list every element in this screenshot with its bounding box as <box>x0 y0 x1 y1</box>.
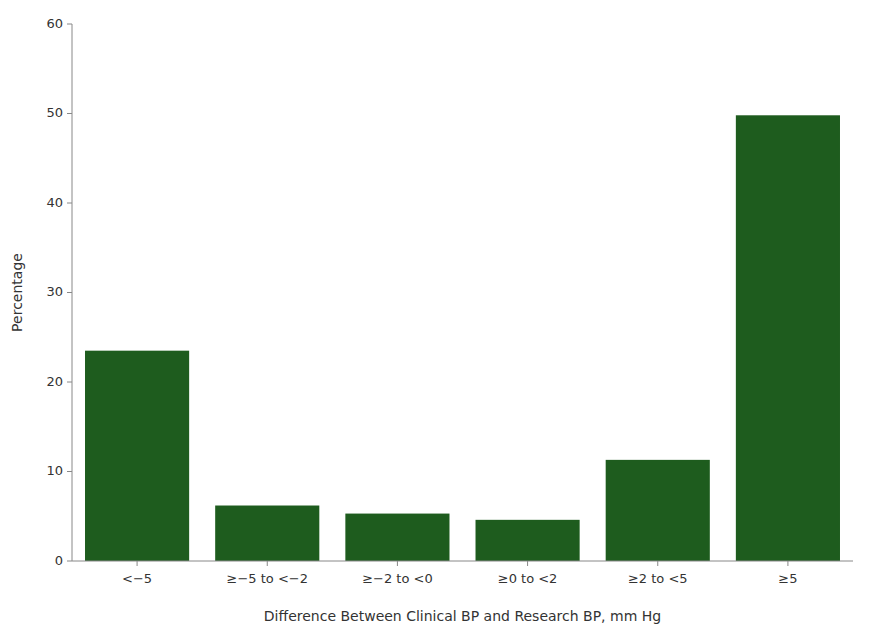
y-tick-label: 30 <box>46 284 63 299</box>
x-tick <box>657 561 658 566</box>
y-tick-label: 60 <box>46 16 63 31</box>
x-tick <box>137 561 138 566</box>
y-tick <box>67 292 72 293</box>
y-axis-label: Percentage <box>9 253 25 332</box>
x-tick-label: ≥−5 to <−2 <box>227 571 308 586</box>
x-tick-label: ≥5 <box>778 571 797 586</box>
bar <box>345 514 449 561</box>
x-tick-label: ≥0 to <2 <box>498 571 558 586</box>
bar <box>736 115 840 561</box>
x-tick <box>267 561 268 566</box>
y-tick-label: 0 <box>55 553 63 568</box>
x-axis-label: Difference Between Clinical BP and Resea… <box>264 608 661 624</box>
x-axis-line <box>72 561 853 562</box>
x-tick-label: <−5 <box>122 571 152 586</box>
x-tick <box>397 561 398 566</box>
y-tick <box>67 561 72 562</box>
x-tick <box>787 561 788 566</box>
bar <box>606 460 710 561</box>
y-tick <box>67 24 72 25</box>
y-tick <box>67 382 72 383</box>
y-tick-label: 40 <box>46 195 63 210</box>
x-tick <box>527 561 528 566</box>
x-tick-label: ≥−2 to <0 <box>362 571 433 586</box>
y-tick <box>67 471 72 472</box>
y-tick <box>67 113 72 114</box>
y-tick-label: 10 <box>46 463 63 478</box>
axes: 0 10 20 30 40 50 60 <−5 ≥−5 to <−2 ≥−2 to <0 ≥0 to… <box>46 16 853 587</box>
chart-container: 0 10 20 30 40 50 60 <−5 ≥−5 to <−2 ≥−2 to <0 ≥0 to… <box>0 0 877 639</box>
x-tick-label: ≥2 to <5 <box>628 571 688 586</box>
bar <box>215 506 319 561</box>
y-tick-label: 50 <box>46 105 63 120</box>
bars <box>85 115 840 561</box>
y-tick <box>67 203 72 204</box>
y-tick-label: 20 <box>46 374 63 389</box>
chart-svg: 0 10 20 30 40 50 60 <−5 ≥−5 to <−2 ≥−2 to <0 ≥0 to… <box>0 0 877 639</box>
bar <box>85 351 189 561</box>
bar <box>476 520 580 561</box>
